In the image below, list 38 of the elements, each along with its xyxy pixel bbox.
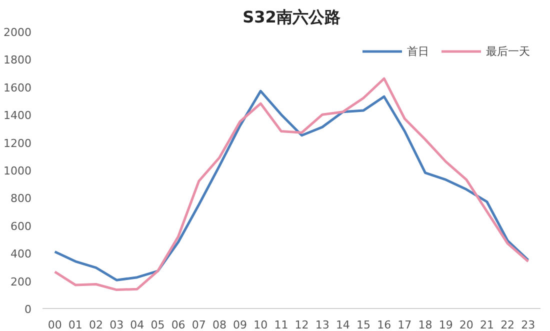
- x-tick-label: 22: [500, 318, 515, 331]
- x-tick-label: 15: [356, 318, 371, 331]
- x-tick-label: 07: [192, 318, 206, 331]
- x-tick-label: 18: [418, 318, 432, 331]
- y-tick-label: 400: [10, 248, 32, 261]
- x-tick-label: 23: [521, 318, 536, 331]
- y-tick-label: 2000: [4, 26, 32, 39]
- x-tick-label: 21: [480, 318, 494, 331]
- y-tick-label: 1600: [4, 81, 32, 94]
- x-tick-label: 00: [48, 318, 62, 331]
- x-tick-label: 01: [68, 318, 82, 331]
- legend-label: 最后一天: [486, 44, 530, 58]
- y-tick-label: 800: [10, 192, 32, 206]
- x-tick-label: 17: [398, 318, 412, 331]
- y-tick-label: 600: [10, 220, 32, 233]
- y-tick-label: 1800: [4, 54, 32, 67]
- x-tick-label: 19: [438, 318, 453, 331]
- y-tick-label: 200: [10, 275, 32, 288]
- x-tick-label: 10: [254, 318, 268, 331]
- y-tick-label: 1200: [4, 136, 32, 150]
- x-tick-label: 06: [171, 318, 186, 331]
- x-tick-label: 02: [89, 318, 104, 331]
- x-tick-label: 16: [377, 318, 392, 331]
- x-tick-label: 04: [130, 318, 144, 331]
- y-tick-label: 0: [24, 303, 32, 316]
- y-tick-label: 1400: [4, 109, 32, 122]
- x-tick-label: 12: [294, 318, 309, 331]
- x-tick-label: 13: [315, 318, 330, 331]
- x-tick-label: 11: [274, 318, 288, 331]
- x-tick-label: 03: [110, 318, 124, 331]
- legend-label: 首日: [407, 44, 429, 58]
- y-tick-label: 1000: [4, 164, 32, 178]
- x-tick-label: 14: [336, 318, 350, 331]
- x-tick-label: 20: [459, 318, 474, 331]
- x-tick-label: 08: [212, 318, 226, 331]
- x-tick-label: 09: [233, 318, 248, 331]
- x-tick-label: 05: [150, 318, 165, 331]
- chart-title: S32南六公路: [242, 8, 340, 26]
